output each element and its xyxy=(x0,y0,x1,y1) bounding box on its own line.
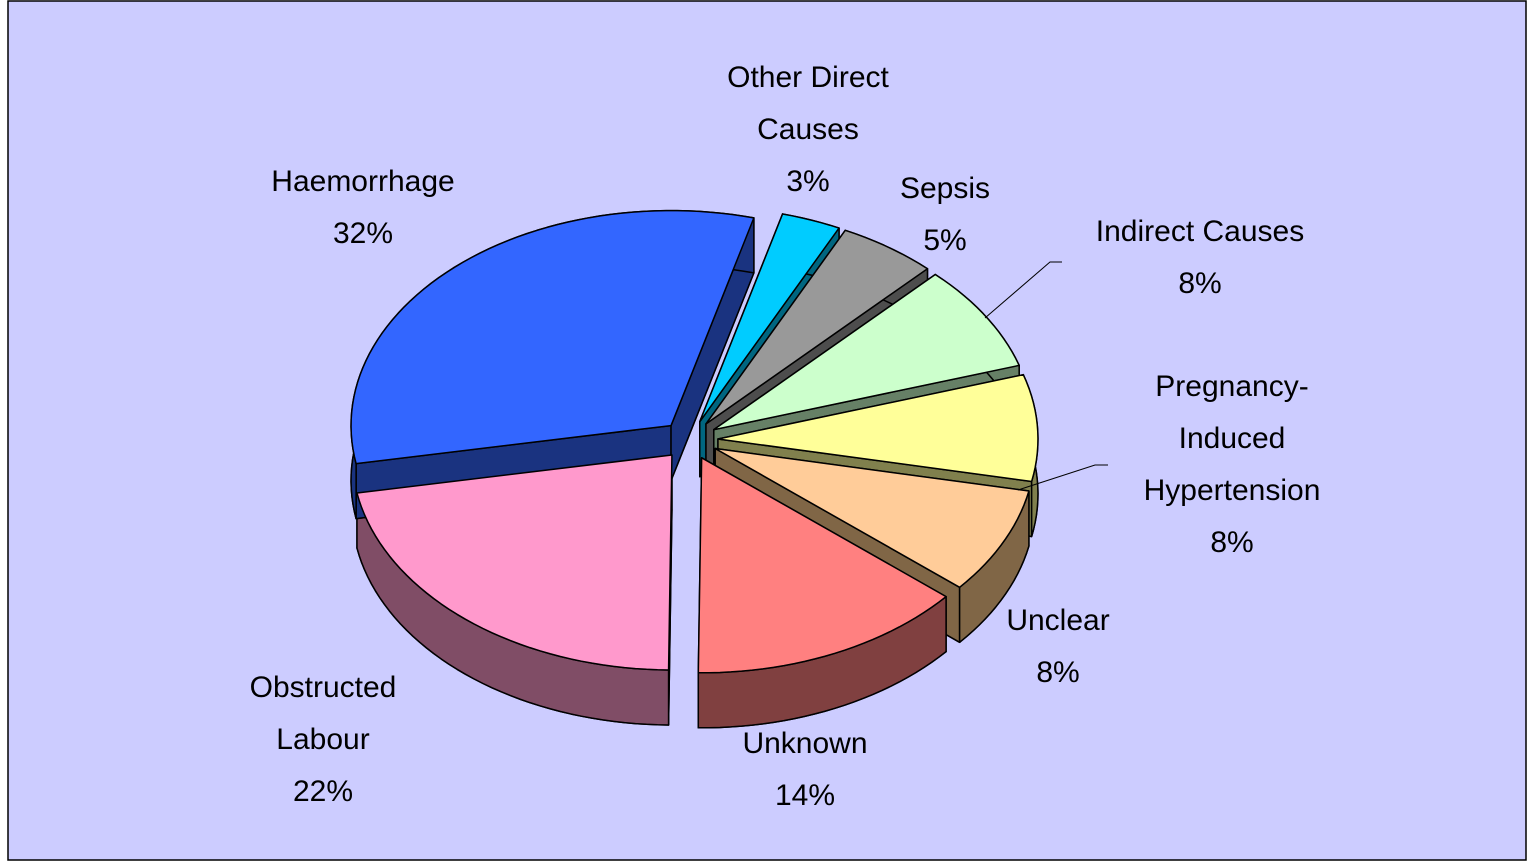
value-label: 8% xyxy=(1210,526,1254,559)
category-label: Pregnancy-Induced Hypertension xyxy=(1143,370,1321,507)
slice-label: Unknown 14% xyxy=(695,718,915,822)
category-label: Other Direct Causes xyxy=(727,61,889,146)
slice-label: Pregnancy-Induced Hypertension 8% xyxy=(1107,361,1357,569)
slice xyxy=(350,209,755,465)
slice-label: Unclear 8% xyxy=(958,595,1158,699)
value-label: 8% xyxy=(1178,267,1222,300)
category-label: Haemorrhage xyxy=(271,165,455,198)
leader-line xyxy=(984,261,1062,319)
leader-line xyxy=(1017,464,1108,491)
slice-label: Other Direct Causes 3% xyxy=(693,52,923,208)
value-label: 8% xyxy=(1036,656,1080,689)
slice xyxy=(697,457,947,674)
pie-tops xyxy=(350,209,1039,674)
slice xyxy=(717,373,1039,483)
slice-label: Haemorrhage 32% xyxy=(223,156,503,260)
slice xyxy=(699,213,840,423)
pie xyxy=(350,209,1039,729)
category-label: Indirect Causes xyxy=(1095,215,1305,248)
slice xyxy=(714,447,1030,589)
category-label: Sepsis xyxy=(899,172,991,205)
value-label: 3% xyxy=(786,165,830,198)
category-label: Unknown xyxy=(742,727,868,760)
slice xyxy=(713,273,1020,431)
slice-label: Sepsis 5% xyxy=(865,163,1025,267)
value-label: 5% xyxy=(923,224,967,257)
category-label: Obstructed Labour xyxy=(249,671,397,756)
category-label: Unclear xyxy=(1006,604,1110,637)
slice xyxy=(356,454,673,671)
slice-label: Indirect Causes 8% xyxy=(1050,206,1350,310)
slice-label: Obstructed Labour 22% xyxy=(213,662,433,818)
value-label: 14% xyxy=(774,779,836,812)
value-label: 22% xyxy=(292,775,354,808)
slice xyxy=(705,229,929,425)
value-label: 32% xyxy=(332,217,394,250)
